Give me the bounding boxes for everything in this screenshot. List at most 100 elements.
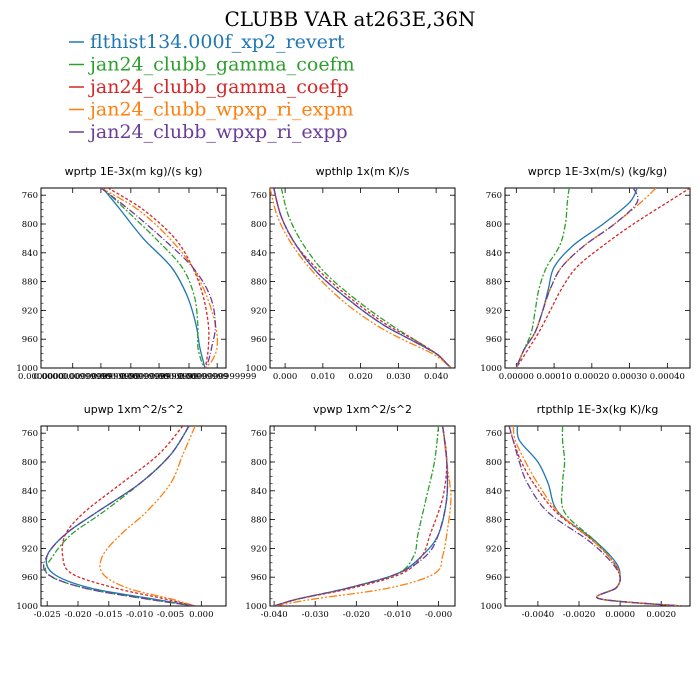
x-tick-label: 0.0000000999999 [178, 372, 256, 382]
x-tick-label: -0.000 [425, 610, 452, 620]
y-tick-label: 960 [22, 335, 38, 345]
series-line-4 [100, 188, 219, 368]
series-line-2 [560, 426, 682, 606]
x-tick-label: -0.020 [64, 610, 91, 620]
x-tick-label: 0.00000 [499, 372, 534, 382]
x-tick-label: 0.0000000999999 [120, 372, 198, 382]
y-tick-label: 960 [22, 573, 38, 583]
y-tick-label: 960 [486, 335, 502, 345]
x-tick-label: 0.0020 [646, 610, 676, 620]
legend-label: jan24_clubb_wpxp_ri_expm [88, 99, 354, 121]
y-tick-label: 960 [486, 573, 502, 583]
y-tick-label: 760 [251, 191, 267, 201]
y-tick-label: 880 [22, 278, 38, 288]
series-line-2 [280, 188, 452, 368]
series-line-4 [270, 188, 452, 368]
x-tick-label: 0.00010 [537, 372, 572, 382]
series-line-3 [273, 188, 452, 368]
panel-title: vpwp 1xm^2/s^2 [313, 403, 412, 416]
y-tick-label: 880 [486, 516, 502, 526]
y-tick-label: 760 [251, 429, 267, 439]
y-tick-label: 1000 [245, 364, 267, 374]
x-tick-label: -0.010 [126, 610, 153, 620]
series-line-5 [100, 188, 217, 368]
x-tick-label: 0.00030 [612, 372, 647, 382]
legend-entry: jan24_clubb_gamma_coefm [69, 54, 355, 76]
x-tick-label: -0.015 [95, 610, 122, 620]
legend: flthist134.000f_xp2_revertjan24_clubb_ga… [69, 31, 355, 143]
series-line-1 [516, 426, 682, 606]
plot-frame [504, 425, 691, 607]
y-tick-label: 800 [486, 220, 502, 230]
series-line-2 [44, 426, 196, 606]
panels-container: wprtp 1E-3x(m kg)/(s kg) 760 800 840 880 920 9… [16, 165, 691, 620]
legend-entry: jan24_clubb_wpxp_ri_expp [69, 121, 348, 143]
series-line-2 [515, 188, 570, 368]
y-tick-label: 1000 [16, 602, 38, 612]
panel-title: rtpthlp 1E-3x(kg K)/kg [537, 403, 659, 416]
panel-3: wprcp 1E-3x(m/s) (kg/kg) 760 800 840 880 920 9… [480, 165, 691, 382]
legend-label: jan24_clubb_gamma_coefm [88, 54, 355, 76]
x-tick-label: 0.0000000 [18, 372, 64, 382]
y-tick-label: 880 [486, 278, 502, 288]
legend-entry: jan24_clubb_wpxp_ri_expm [69, 99, 354, 121]
y-tick-label: 920 [22, 544, 38, 554]
y-tick-label: 840 [486, 249, 502, 259]
y-tick-label: 1000 [16, 364, 38, 374]
plot-frame [269, 425, 456, 607]
x-tick-label: -0.020 [343, 610, 370, 620]
legend-entry: flthist134.000f_xp2_revert [69, 31, 345, 53]
series-line-4 [273, 426, 452, 606]
y-tick-label: 920 [486, 544, 502, 554]
x-tick-label: 0.0000000999999 [62, 372, 140, 382]
panel-title: wprcp 1E-3x(m/s) (kg/kg) [528, 165, 667, 178]
series-line-4 [512, 426, 682, 606]
x-tick-label: 0.010 [311, 372, 335, 382]
y-tick-label: 760 [486, 429, 502, 439]
panel-5: vpwp 1xm^2/s^27608008408809209601000-0.0… [245, 403, 456, 620]
panel-4: upwp 1xm^2/s^27608008408809209601000-0.0… [16, 403, 227, 620]
y-tick-label: 1000 [480, 602, 502, 612]
series-line-2 [273, 426, 440, 606]
y-tick-label: 840 [22, 249, 38, 259]
y-tick-label: 760 [22, 429, 38, 439]
series-line-3 [508, 426, 682, 606]
y-tick-label: 1000 [245, 602, 267, 612]
figure-title: CLUBB VAR at263E,36N [224, 7, 475, 31]
x-tick-label: 0.0000 [605, 610, 635, 620]
x-tick-label: 0.000 [189, 610, 213, 620]
x-tick-label: 0.00040 [650, 372, 685, 382]
series-line-5 [515, 188, 639, 368]
series-line-1 [102, 188, 206, 368]
panel-2: wpthlp 1x(m K)/s 760 800 840 880 920 960 1000 0.… [245, 165, 456, 382]
series-line-5 [273, 426, 449, 606]
y-tick-label: 840 [251, 249, 267, 259]
series-line-3 [515, 188, 690, 368]
x-tick-label: 0.0000000999999 [150, 372, 228, 382]
y-tick-label: 840 [251, 487, 267, 497]
y-tick-label: 760 [486, 191, 502, 201]
x-tick-label: -0.030 [302, 610, 329, 620]
plot-frame [504, 187, 691, 369]
series-line-5 [273, 188, 452, 368]
y-tick-label: 920 [251, 544, 267, 554]
panel-1: wprtp 1E-3x(m kg)/(s kg) 760 800 840 880 920 9… [16, 165, 256, 382]
y-tick-label: 800 [22, 458, 38, 468]
y-tick-label: 920 [486, 306, 502, 316]
series-line-3 [61, 426, 196, 606]
y-tick-label: 760 [22, 191, 38, 201]
legend-entry: jan24_clubb_gamma_coefp [69, 76, 349, 98]
series-line-3 [273, 426, 448, 606]
series-line-5 [43, 426, 196, 606]
x-tick-label: 0.0000000999999 [34, 372, 112, 382]
series-line-4 [99, 426, 196, 606]
x-tick-label: 0.040 [424, 372, 448, 382]
x-tick-label: -0.040 [261, 610, 288, 620]
panel-6: rtpthlp 1E-3x(kg K)/kg 760 800 840 880 920 960… [480, 403, 691, 620]
x-tick-label: -0.010 [384, 610, 411, 620]
y-tick-label: 1000 [480, 364, 502, 374]
series-line-1 [45, 426, 196, 606]
y-tick-label: 920 [22, 306, 38, 316]
y-tick-label: 800 [251, 220, 267, 230]
